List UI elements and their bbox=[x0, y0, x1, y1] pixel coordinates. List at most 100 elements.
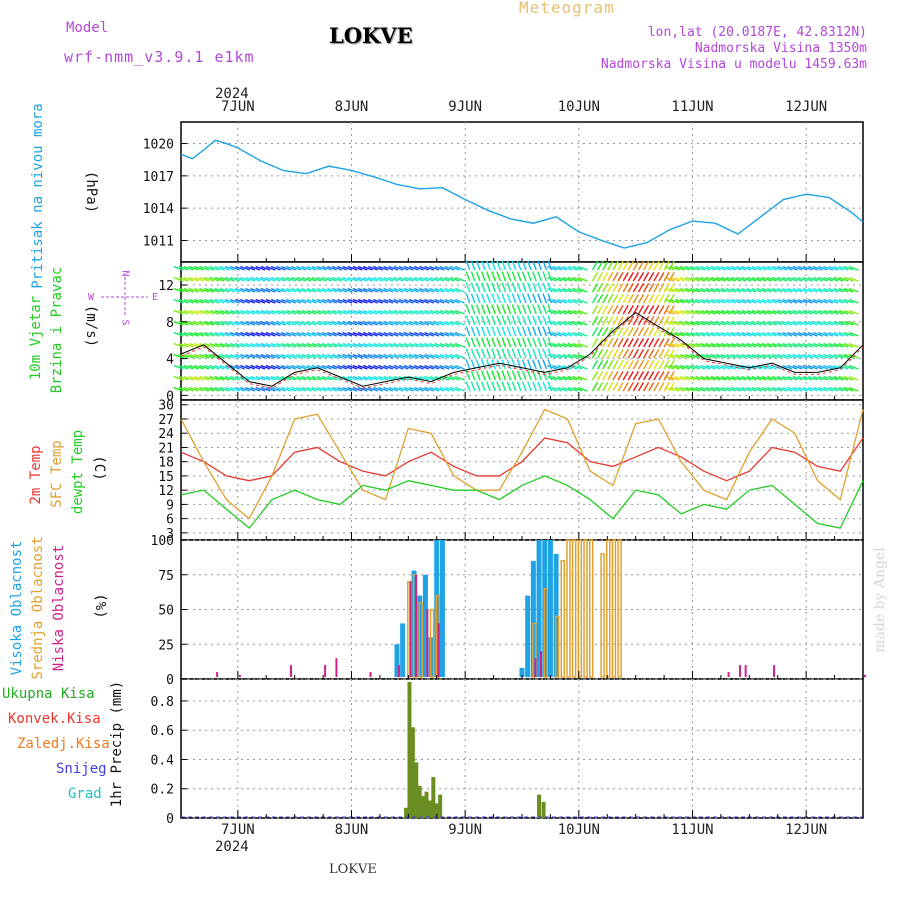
cloud-high-bar bbox=[422, 574, 428, 677]
cloud-label-mid: Srednja Oblacnost bbox=[30, 536, 46, 680]
wind-barb bbox=[617, 326, 624, 337]
wind-barb bbox=[281, 342, 291, 348]
wind-barb bbox=[848, 364, 859, 370]
wind-barb bbox=[669, 375, 680, 381]
wind-barb bbox=[537, 260, 542, 271]
wind-barb bbox=[792, 309, 803, 315]
wind-barb bbox=[632, 271, 639, 282]
wind-barb bbox=[669, 276, 680, 282]
wind-barb bbox=[470, 381, 476, 392]
wind-barb bbox=[332, 265, 343, 271]
precip-bar bbox=[414, 762, 419, 818]
wind-barb bbox=[833, 276, 844, 282]
wind-barb bbox=[720, 298, 731, 304]
wind-barb bbox=[188, 320, 199, 326]
wind-barb bbox=[311, 320, 322, 326]
wind-barb bbox=[761, 276, 772, 282]
wind-barb bbox=[245, 331, 256, 337]
wind-barb bbox=[429, 320, 440, 326]
wind-barb bbox=[607, 348, 614, 359]
wind-barb bbox=[204, 265, 215, 271]
cloud-high-bar bbox=[547, 540, 553, 677]
wind-barb bbox=[617, 381, 624, 392]
wind-barb bbox=[797, 353, 808, 359]
wind-barb bbox=[199, 276, 210, 282]
wind-barb bbox=[219, 364, 230, 370]
wind-barb bbox=[669, 353, 680, 359]
bottom-day-label: 10JUN bbox=[557, 822, 600, 838]
wind-barb bbox=[690, 320, 701, 326]
wind-barb bbox=[275, 364, 286, 370]
wind-barb bbox=[357, 386, 368, 392]
wind-barb bbox=[567, 320, 578, 326]
wind-barb bbox=[454, 320, 465, 326]
wind-barb bbox=[751, 331, 762, 337]
wind-barb bbox=[194, 276, 204, 282]
wind-barb bbox=[470, 348, 476, 359]
wind-barb bbox=[521, 370, 527, 381]
wind-barb bbox=[373, 386, 383, 392]
wind-barb bbox=[777, 353, 788, 359]
wind-barb bbox=[296, 320, 307, 326]
wind-barb bbox=[429, 331, 440, 337]
wind-barb bbox=[577, 353, 588, 359]
wind-barb bbox=[275, 386, 286, 392]
wind-barb bbox=[301, 353, 312, 359]
wind-barb bbox=[470, 326, 476, 337]
wind-barb bbox=[470, 370, 476, 381]
wind-barb bbox=[658, 260, 665, 271]
wind-barb bbox=[173, 364, 184, 370]
wind-barb bbox=[327, 265, 337, 271]
wind-barb bbox=[183, 364, 194, 370]
wind-barb bbox=[250, 287, 261, 293]
wind-barb bbox=[823, 265, 834, 271]
wind-barb bbox=[316, 276, 327, 282]
wind-barb bbox=[506, 304, 512, 315]
wind-barb bbox=[306, 353, 317, 359]
wind-barb bbox=[751, 298, 762, 304]
wind-barb bbox=[501, 315, 507, 326]
wind-barb bbox=[245, 342, 256, 348]
wind-barb bbox=[664, 353, 675, 359]
wind-barb bbox=[362, 298, 373, 304]
wind-barb bbox=[756, 265, 767, 271]
wind-barb bbox=[245, 364, 256, 370]
y-tick-label: 1011 bbox=[143, 234, 174, 249]
cloud-low-bar bbox=[216, 672, 219, 677]
wind-barb bbox=[388, 320, 399, 326]
wind-barb bbox=[746, 386, 757, 392]
wind-barb bbox=[766, 342, 777, 348]
wind-barb bbox=[296, 298, 307, 304]
wind-barb bbox=[602, 282, 609, 293]
wind-barb bbox=[506, 293, 512, 304]
wind-barb bbox=[572, 265, 583, 271]
wind-barb bbox=[337, 276, 348, 282]
wind-barb bbox=[260, 353, 271, 359]
wind-barb bbox=[235, 386, 245, 392]
wind-barb bbox=[444, 342, 455, 348]
wind-barb bbox=[617, 304, 624, 315]
wind-barb bbox=[577, 331, 588, 337]
top-day-label: 11JUN bbox=[671, 99, 714, 115]
wind-barb bbox=[802, 320, 813, 326]
wind-barb bbox=[680, 298, 690, 304]
wind-barb bbox=[408, 386, 419, 392]
compass-n: N bbox=[119, 270, 131, 277]
wind-barb bbox=[301, 309, 312, 315]
wind-barb bbox=[219, 265, 230, 271]
wind-barb bbox=[255, 364, 266, 370]
wind-barb bbox=[782, 364, 793, 370]
wind-barb bbox=[617, 260, 624, 271]
wind-barb bbox=[537, 293, 542, 304]
wind-barb bbox=[332, 342, 343, 348]
model-altitude: Nadmorska Visina u modelu 1459.63m bbox=[600, 57, 867, 72]
wind-barb bbox=[475, 293, 481, 304]
wind-barb bbox=[224, 353, 235, 359]
wind-barb bbox=[736, 265, 747, 271]
wind-barb bbox=[281, 364, 291, 370]
wind-barb bbox=[596, 348, 604, 359]
wind-barb bbox=[178, 298, 189, 304]
wind-barb bbox=[178, 265, 189, 271]
wind-barb bbox=[710, 342, 721, 348]
wind-barb bbox=[797, 342, 808, 348]
